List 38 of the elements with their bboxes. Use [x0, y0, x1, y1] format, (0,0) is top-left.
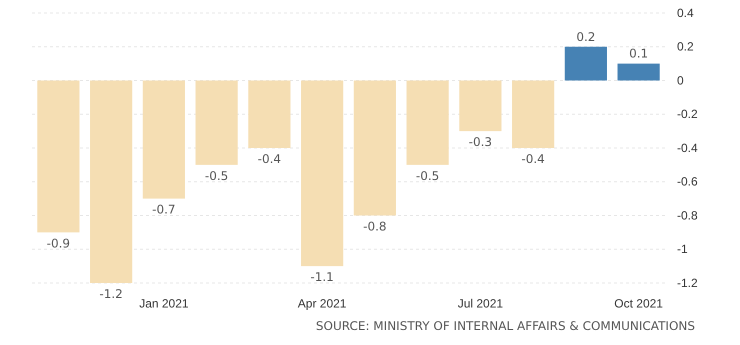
bar: [618, 64, 660, 80]
y-tick-label: 0.4: [677, 6, 694, 20]
y-tick-label: -0.4: [677, 140, 698, 155]
y-tick-label: -0.2: [677, 107, 698, 122]
y-tick-label: -0.6: [677, 174, 698, 189]
bar: [512, 80, 554, 148]
y-tick-label: -1: [677, 242, 688, 256]
bar: [142, 80, 185, 199]
data-label: -0.7: [152, 202, 176, 217]
data-label: 0.2: [576, 30, 596, 44]
bar: [301, 80, 344, 266]
y-tick-label: -1.2: [677, 276, 698, 290]
x-tick-label: Jan 2021: [139, 296, 189, 311]
y-tick-label: 0: [677, 73, 684, 88]
data-label: -0.5: [204, 168, 228, 183]
source-note: SOURCE: MINISTRY OF INTERNAL AFFAIRS & COMMUNICATIONS: [316, 319, 695, 333]
bar: [37, 80, 80, 232]
y-tick-label: -0.8: [677, 208, 698, 222]
bar: [248, 80, 290, 148]
data-label: -0.4: [258, 152, 282, 166]
y-tick-label: 0.2: [677, 40, 694, 54]
data-label: -0.3: [468, 135, 492, 150]
data-label: -0.9: [46, 236, 70, 250]
data-label: -0.5: [416, 168, 440, 183]
data-label: 0.1: [629, 46, 648, 61]
data-label: -0.8: [363, 220, 387, 234]
bar: [564, 46, 607, 80]
bar: [196, 80, 238, 165]
x-tick-label: Apr 2021: [298, 296, 347, 311]
bar: [459, 80, 502, 132]
bar: [406, 80, 449, 165]
x-tick-label: Jul 2021: [458, 296, 504, 311]
data-label: -0.4: [521, 152, 545, 166]
bar: [354, 80, 396, 216]
data-label: -1.1: [310, 270, 334, 284]
bar: [90, 80, 132, 283]
data-label: -1.2: [99, 287, 123, 301]
x-tick-label: Oct 2021: [614, 296, 664, 311]
